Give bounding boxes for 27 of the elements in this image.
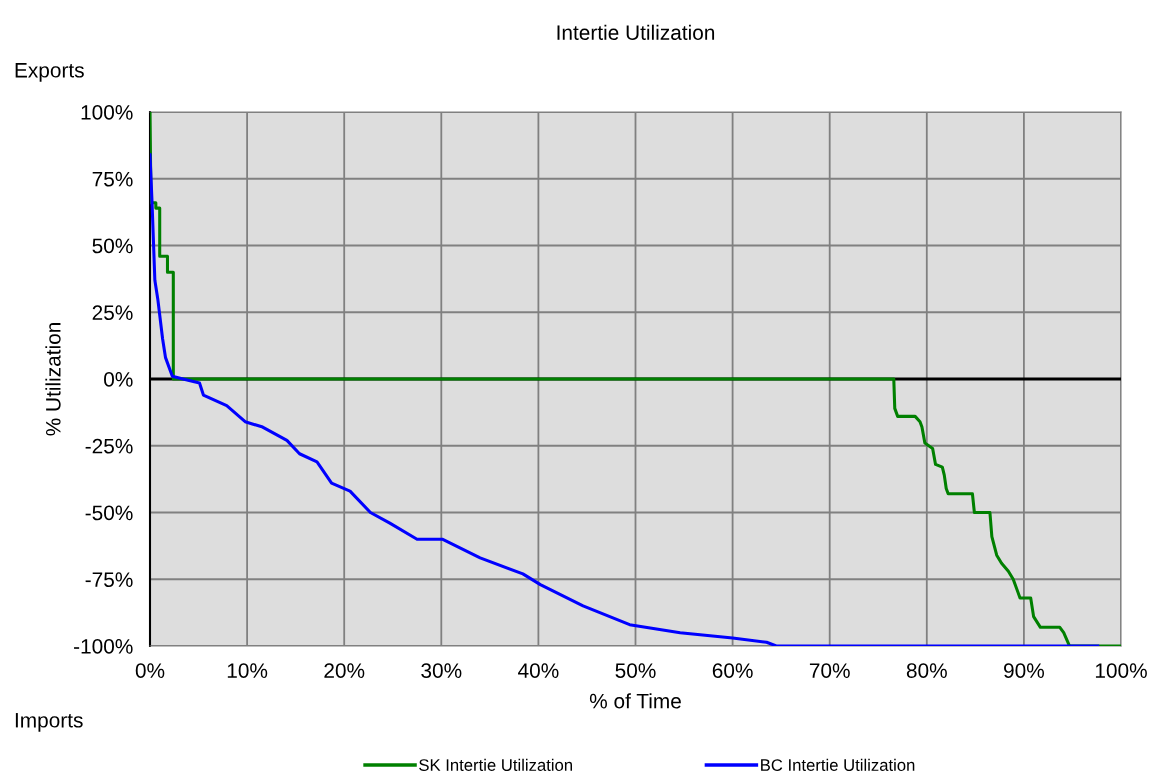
y-tick-label: -75% (85, 572, 133, 587)
y-tick-label: -50% (85, 505, 133, 521)
legend-label: BC Intertie Utilization (761, 758, 915, 771)
y-axis-title: % Utilization (45, 323, 61, 436)
y-tick-label: 50% (92, 238, 133, 254)
x-tick-label: 80% (906, 663, 947, 678)
x-tick-label: 50% (615, 663, 656, 678)
y-tick-label: -25% (85, 438, 133, 454)
text: Exports (15, 63, 84, 82)
y-tick-label: 75% (92, 171, 133, 187)
y-tick-label: -100% (74, 639, 133, 654)
x-tick-label: 10% (227, 663, 268, 678)
chart-title: Intertie Utilization (557, 24, 715, 40)
x-tick-label: 90% (1004, 663, 1045, 678)
x-tick-label: 30% (421, 663, 462, 678)
x-tick-label: 20% (324, 663, 365, 678)
y-tick-label: 0% (104, 372, 133, 387)
y-tick-label: 100% (81, 105, 133, 120)
x-tick-label: 70% (809, 663, 850, 678)
x-tick-label: 0% (135, 663, 165, 678)
y-tick-label: 25% (92, 305, 133, 320)
x-tick-label: 100% (1095, 663, 1147, 678)
text: Imports (15, 713, 83, 732)
x-axis-title: % of Time (589, 693, 681, 709)
legend-label: SK Intertie Utilization (419, 758, 572, 771)
x-tick-label: 60% (712, 663, 753, 678)
x-tick-label: 40% (518, 663, 559, 678)
